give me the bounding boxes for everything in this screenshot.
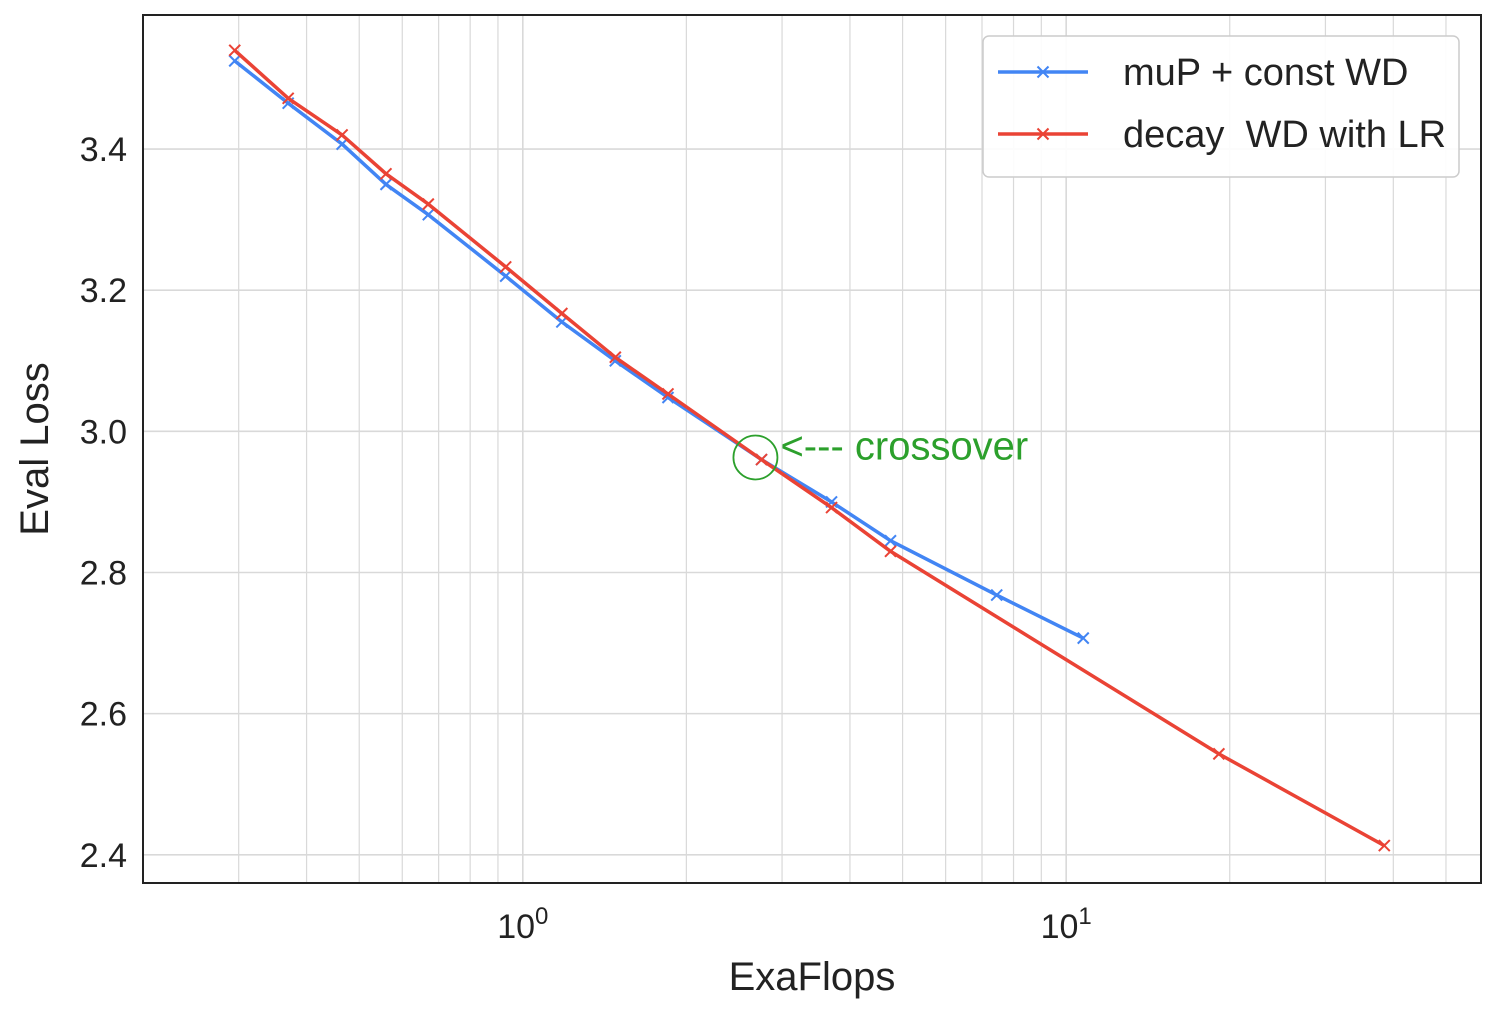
series-2 <box>228 44 1391 852</box>
data-point-marker <box>609 354 622 367</box>
legend: muP + const WD decay WD with LR <box>982 35 1460 178</box>
x-axis-label: ExaFlops <box>729 955 896 999</box>
data-point-marker <box>499 269 512 283</box>
legend-swatch-marker <box>1036 127 1050 141</box>
series-line <box>233 59 1084 640</box>
legend-label: muP + const WD <box>1123 52 1408 94</box>
marker-stroke <box>335 128 349 142</box>
y-tick-label: 2.4 <box>80 837 127 875</box>
marker-stroke <box>1378 839 1391 852</box>
crossover-circle <box>732 434 779 481</box>
marker-stroke <box>884 534 897 547</box>
marker-stroke <box>422 197 435 211</box>
marker-stroke <box>555 307 569 320</box>
marker-stroke <box>661 391 675 404</box>
plot-frame <box>142 14 1482 884</box>
data-point-marker <box>661 387 675 401</box>
marker-stroke <box>884 545 897 558</box>
series-layer <box>228 44 1391 852</box>
marker-stroke <box>422 208 435 221</box>
marker-stroke <box>755 453 768 466</box>
data-point-marker <box>755 453 768 466</box>
marker-stroke <box>379 167 393 180</box>
y-tick-label: 2.8 <box>80 554 127 592</box>
marker-stroke <box>990 588 1003 602</box>
data-point-marker <box>1212 747 1226 761</box>
data-point-marker <box>825 501 838 514</box>
annotation-layer: <--- crossover <box>732 424 1028 481</box>
marker-stroke <box>228 54 241 68</box>
x-tick-labels: 100 101 <box>497 903 1092 946</box>
marker-stroke <box>825 501 838 514</box>
marker-stroke <box>609 351 622 364</box>
legend-box <box>982 35 1460 178</box>
data-point-marker <box>884 545 897 558</box>
data-point-marker <box>884 534 897 547</box>
data-point-marker <box>1077 631 1090 645</box>
marker-stroke <box>1212 747 1226 761</box>
data-point-marker <box>281 92 295 105</box>
x-tick-label: 101 <box>1041 903 1092 946</box>
marker-stroke <box>499 269 512 283</box>
grid <box>142 15 1481 883</box>
legend-item: muP + const WD <box>998 52 1408 94</box>
data-point-marker <box>609 351 622 364</box>
marker-stroke <box>379 178 393 191</box>
data-point-marker <box>422 197 435 211</box>
y-tick-label: 3.4 <box>80 131 127 169</box>
y-tick-label: 3.2 <box>80 272 127 310</box>
data-point-marker <box>422 208 435 221</box>
marker-stroke <box>1077 631 1090 645</box>
data-point-marker <box>228 54 241 68</box>
legend-item: decay WD with LR <box>998 114 1446 156</box>
marker-stroke <box>661 387 675 401</box>
y-tick-labels: 2.4 2.6 2.8 3.0 3.2 3.4 <box>80 131 127 875</box>
y-tick-label: 2.6 <box>80 696 127 734</box>
legend-swatch-marker <box>1036 65 1050 79</box>
y-axis-label: Eval Loss <box>13 362 57 535</box>
data-point-marker <box>228 44 241 57</box>
data-point-marker <box>990 588 1003 602</box>
marker-stroke <box>281 92 295 105</box>
data-point-marker <box>379 178 393 191</box>
marker-stroke <box>228 44 241 57</box>
data-point-marker <box>499 260 512 274</box>
series-line <box>233 48 1386 848</box>
legend-label: decay WD with LR <box>1123 114 1446 156</box>
y-tick-label: 3.0 <box>80 413 127 451</box>
crossover-annotation: <--- crossover <box>780 424 1028 468</box>
data-point-marker <box>555 307 569 320</box>
data-point-marker <box>661 391 675 404</box>
marker-stroke <box>609 354 622 367</box>
x-tick-label: 100 <box>497 903 548 946</box>
data-point-marker <box>335 128 349 142</box>
data-point-marker <box>1378 839 1391 852</box>
marker-stroke <box>499 260 512 274</box>
data-point-marker <box>379 167 393 180</box>
